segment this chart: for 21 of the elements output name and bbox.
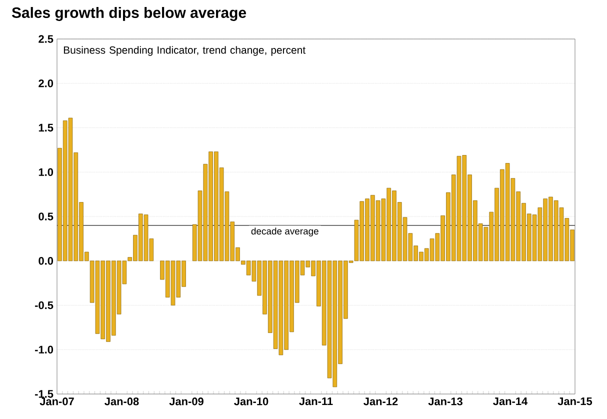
y-tick-label: -0.5 [35,301,54,310]
x-tick-label: Jan-07 [40,398,74,406]
y-tick-label: -1.5 [35,390,54,398]
x-tick-label: Jan-13 [428,398,462,406]
y-tick-label: 1.0 [38,168,54,176]
x-tick-label: Jan-14 [493,398,528,406]
x-tick-label: Jan-09 [169,398,204,406]
chart-title: Sales growth dips below average [12,7,246,21]
y-tick-label: 0.0 [38,257,54,265]
x-tick-label: Jan-10 [234,398,268,406]
y-tick-label: -1.0 [35,346,54,354]
y-tick-label: 1.5 [38,124,54,132]
y-tick-label: 2.0 [38,80,54,88]
y-tick-label: 0.5 [38,212,54,220]
ref-line-label: decade average [251,228,318,236]
x-tick-label: Jan-12 [364,398,398,406]
x-tick-label: Jan-08 [104,398,139,406]
y-tick-label: 2.5 [38,35,54,43]
text: Business Spending Indicator, trend change, percent [64,46,306,56]
x-tick-label: Jan-11 [299,398,333,406]
x-tick-label: Jan-15 [558,398,592,406]
